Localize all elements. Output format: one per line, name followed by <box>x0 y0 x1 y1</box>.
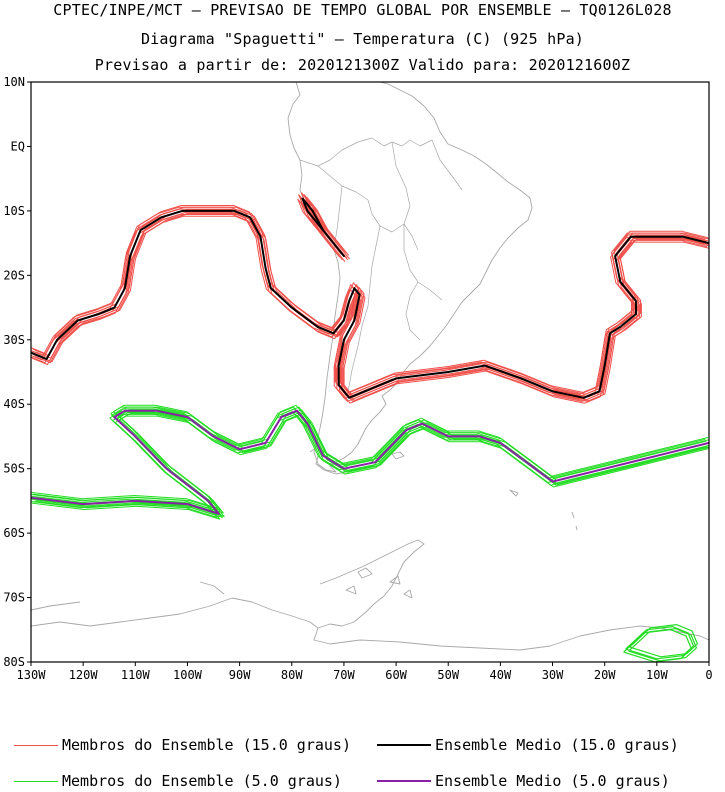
x-tick-label: 130W <box>17 668 47 682</box>
x-tick-label: 110W <box>121 668 151 682</box>
ensemble-member-line <box>31 415 709 520</box>
y-tick-label: 10S <box>3 204 25 218</box>
antarctica-coast <box>31 597 709 651</box>
south-america-coast <box>287 82 533 473</box>
means-layer <box>31 197 709 515</box>
legend-swatch-mean-15 <box>377 744 431 746</box>
south-sandwich <box>571 511 578 531</box>
x-tick-label: 0 <box>705 668 712 682</box>
antarctic-peninsula <box>317 539 425 629</box>
ensemble-member-line <box>623 628 693 662</box>
spaghetti-chart: 130W 120W 110W 100W 90W 80W 70W 60W 50W 40W 30W 20W… <box>3 75 712 682</box>
ensemble-member-line <box>297 198 340 258</box>
country-borders <box>299 137 463 393</box>
legend-label-mean-15: Ensemble Medio (15.0 graus) <box>435 736 679 754</box>
south-georgia <box>509 489 519 497</box>
ensemble-member-line <box>36 412 709 517</box>
y-tick-label: 60S <box>3 526 25 540</box>
x-tick-label: 120W <box>69 668 99 682</box>
ensemble-member-line <box>31 215 709 404</box>
x-tick-label: 90W <box>229 668 251 682</box>
legend-label-members-15: Membros do Ensemble (15.0 graus) <box>62 736 351 754</box>
ensemble-member-line <box>36 213 709 401</box>
title-line-1: CPTEC/INPE/MCT – PREVISAO DE TEMPO GLOBA… <box>53 1 672 19</box>
x-tick-label: 30W <box>542 668 564 682</box>
plot-frame <box>30 81 710 663</box>
ensemble-member-line <box>629 623 699 658</box>
x-tick-label: 100W <box>173 668 203 682</box>
x-tick-label: 10W <box>646 668 668 682</box>
legend-label-members-5: Membros do Ensemble (5.0 graus) <box>62 772 342 790</box>
y-tick-label: EQ <box>11 139 25 153</box>
falkland-islands <box>391 451 405 460</box>
x-tick-label: 60W <box>385 668 407 682</box>
antarctica-coast-west <box>31 581 225 611</box>
legend-item-mean-5: Ensemble Medio (5.0 graus) <box>377 771 670 791</box>
ensemble-member-line <box>625 625 695 660</box>
legend-swatch-members-5 <box>14 780 58 782</box>
y-tick-label: 80S <box>3 655 25 669</box>
legend-swatch-mean-5 <box>377 780 431 782</box>
legend-label-mean-5: Ensemble Medio (5.0 graus) <box>435 772 670 790</box>
y-tick-label: 70S <box>3 591 25 605</box>
antarctic-islands <box>345 567 413 599</box>
y-tick-label: 10N <box>3 75 25 89</box>
legend-swatch-members-15 <box>14 744 58 746</box>
y-tick-label: 30S <box>3 333 25 347</box>
legend-item-mean-15: Ensemble Medio (15.0 graus) <box>377 735 679 755</box>
members-5-layer <box>31 404 709 662</box>
ensemble-member-line <box>31 404 709 509</box>
y-tick-label: 20S <box>3 268 25 282</box>
y-tick-label: 40S <box>3 397 25 411</box>
ensemble-mean-5-line <box>31 409 709 515</box>
title-line-3: Previsao a partir de: 2020121300Z Valido… <box>94 56 631 74</box>
axes-layer: 130W 120W 110W 100W 90W 80W 70W 60W 50W 40W 30W 20W… <box>3 75 712 682</box>
members-15-layer <box>31 192 709 404</box>
x-tick-label: 80W <box>281 668 303 682</box>
ensemble-mean-15-line <box>31 209 709 399</box>
x-tick-label: 20W <box>594 668 616 682</box>
y-tick-label: 50S <box>3 462 25 476</box>
legend-item-members-15: Membros do Ensemble (15.0 graus) <box>14 735 351 755</box>
x-tick-label: 70W <box>333 668 355 682</box>
x-tick-label: 40W <box>490 668 512 682</box>
ensemble-member-line <box>628 627 698 662</box>
ensemble-member-line <box>31 206 706 395</box>
ensemble-mean-15-line <box>301 197 345 257</box>
x-tick-label: 50W <box>437 668 459 682</box>
legend-item-members-5: Membros do Ensemble (5.0 graus) <box>14 771 342 791</box>
title-line-2: Diagrama "Spaguetti" – Temperatura (C) (… <box>140 30 585 48</box>
